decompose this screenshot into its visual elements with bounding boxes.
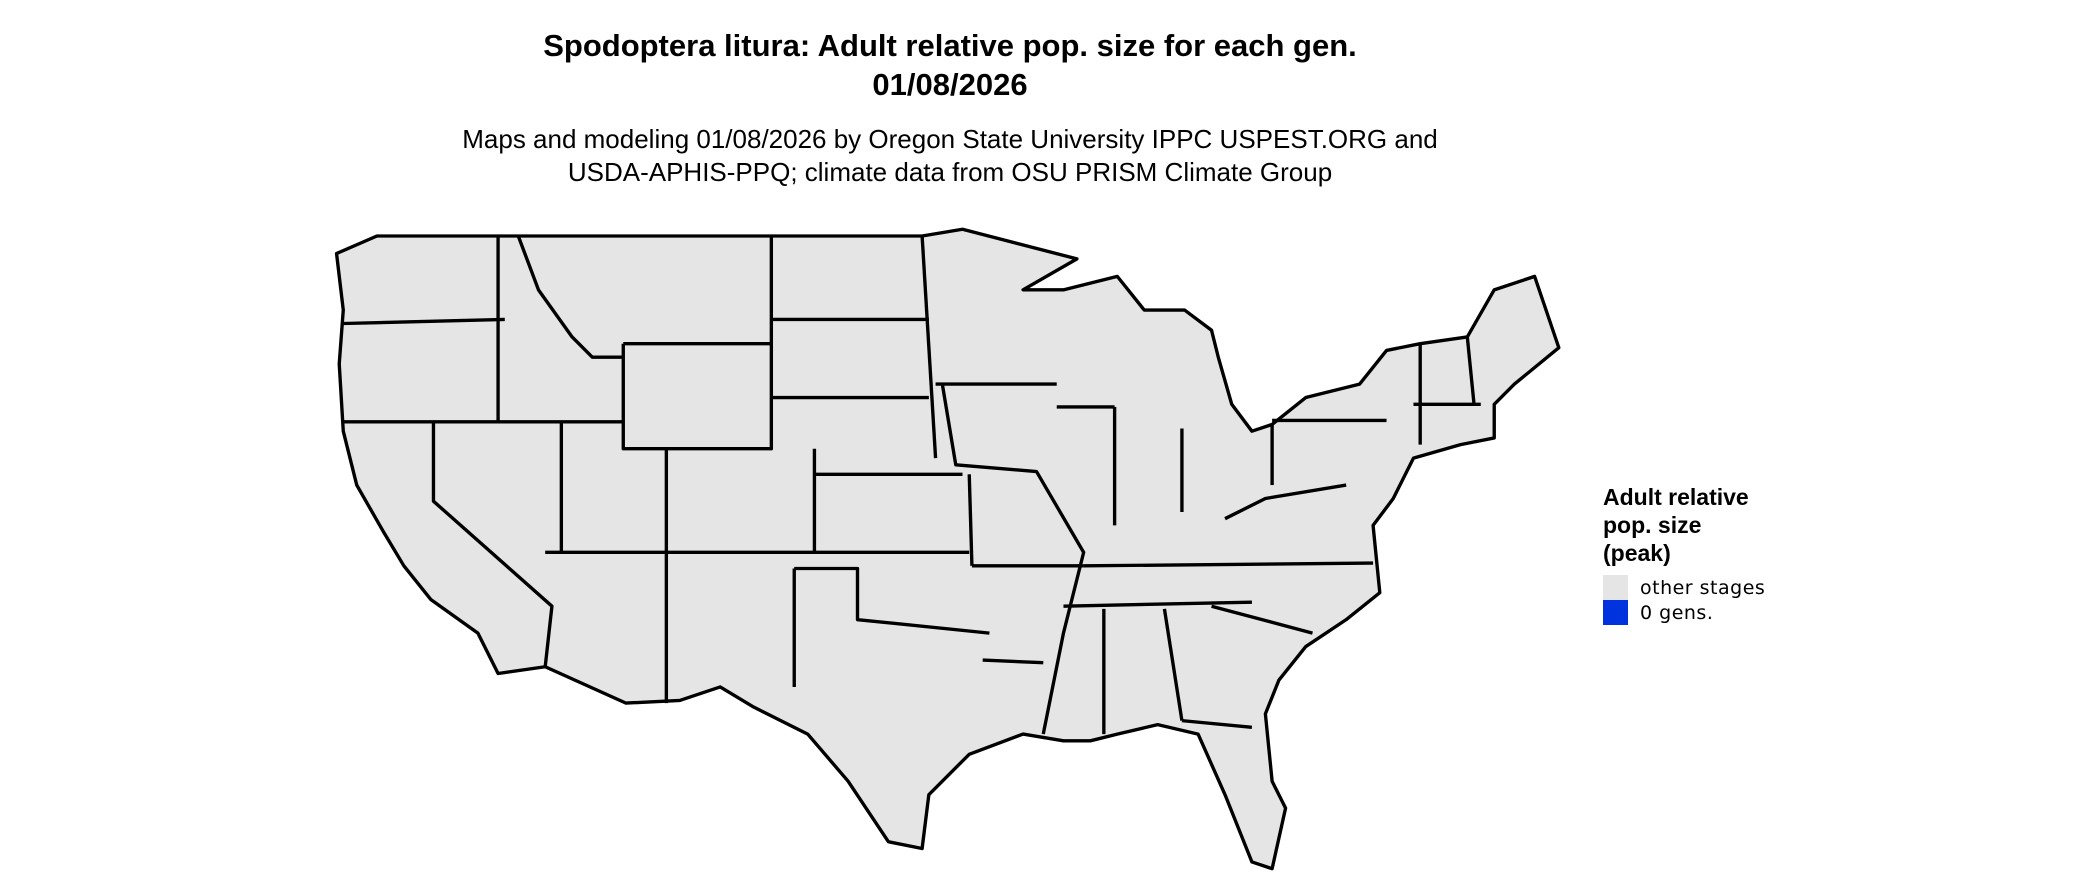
legend-title-line: (peak)	[1603, 540, 1671, 566]
legend-item-0-gens: 0 gens.	[1603, 600, 1803, 625]
legend-title-line: pop. size	[1603, 512, 1702, 538]
legend-label: 0 gens.	[1640, 601, 1714, 624]
legend-swatch	[1603, 600, 1628, 625]
legend-title-line: Adult relative	[1603, 484, 1749, 510]
us-outline	[334, 227, 1561, 871]
legend-title: Adult relative pop. size (peak)	[1603, 483, 1803, 567]
state-borders	[343, 235, 1481, 735]
subtitle-line-2: USDA-APHIS-PPQ; climate data from OSU PR…	[567, 157, 1333, 187]
map-date: 01/08/2026	[872, 67, 1028, 102]
map-title: Spodoptera litura: Adult relative pop. s…	[543, 28, 1357, 63]
subtitle-line-1: Maps and modeling 01/08/2026 by Oregon S…	[462, 124, 1438, 154]
legend-item-other-stages: other stages	[1603, 575, 1803, 600]
legend: Adult relative pop. size (peak) other st…	[1603, 483, 1803, 625]
legend-swatch	[1603, 575, 1628, 600]
legend-label: other stages	[1640, 576, 1766, 599]
